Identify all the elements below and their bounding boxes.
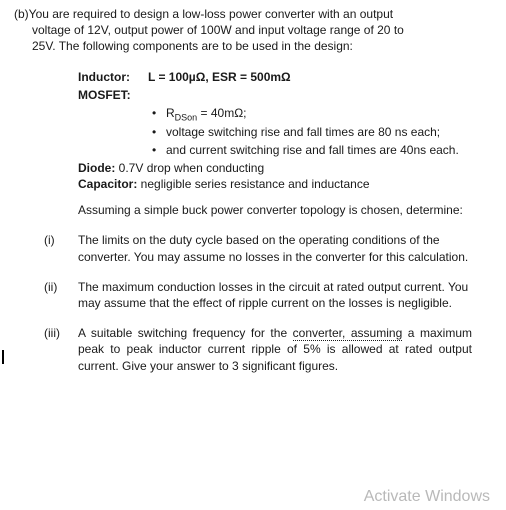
question-i: (i) The limits on the duty cycle based o… (44, 232, 472, 264)
question-text: The limits on the duty cycle based on th… (78, 232, 472, 264)
bullet-text: and current switching rise and fall time… (166, 142, 484, 158)
inductor-row: Inductor: L = 100µΩ, ESR = 500mΩ (78, 69, 484, 85)
intro-line-1: (b)You are required to design a low-loss… (14, 6, 492, 22)
mosfet-row: MOSFET: (78, 87, 484, 103)
mosfet-label: MOSFET: (78, 87, 148, 103)
intro-paragraph: (b)You are required to design a low-loss… (14, 6, 492, 55)
capacitor-row: Capacitor: negligible series resistance … (78, 176, 484, 192)
bullet-text: voltage switching rise and fall times ar… (166, 124, 484, 140)
mosfet-bullets: • RDSon = 40mΩ; • voltage switching rise… (148, 105, 484, 158)
inductor-value: L = 100µΩ, ESR = 500mΩ (148, 69, 484, 85)
diode-label: Diode: (78, 161, 115, 175)
mosfet-value (148, 87, 484, 103)
question-number: (ii) (44, 279, 78, 311)
windows-activation-watermark: Activate Windows (364, 488, 490, 506)
bullet-text: RDSon = 40mΩ; (166, 105, 484, 124)
text-cursor (2, 350, 4, 364)
diode-row: Diode: 0.7V drop when conducting (78, 160, 484, 176)
q3-underlined: converter, assuming (293, 326, 403, 341)
intro-line-3: 25V. The following components are to be … (14, 38, 492, 54)
inductor-label: Inductor: (78, 69, 148, 85)
assumption-paragraph: Assuming a simple buck power converter t… (78, 202, 492, 218)
question-number: (iii) (44, 325, 78, 374)
capacitor-label: Capacitor: (78, 177, 137, 191)
component-specs: Inductor: L = 100µΩ, ESR = 500mΩ MOSFET:… (78, 69, 492, 193)
bullet-dot-icon: • (148, 124, 166, 140)
bullet-item: • RDSon = 40mΩ; (148, 105, 484, 124)
question-iii: (iii) A suitable switching frequency for… (44, 325, 472, 374)
question-text: A suitable switching frequency for the c… (78, 325, 472, 374)
bullet-item: • and current switching rise and fall ti… (148, 142, 484, 158)
question-ii: (ii) The maximum conduction losses in th… (44, 279, 472, 311)
bullet-dot-icon: • (148, 105, 166, 124)
question-number: (i) (44, 232, 78, 264)
question-text: The maximum conduction losses in the cir… (78, 279, 472, 311)
q3-pre: A suitable switching frequency for the (78, 326, 293, 340)
bullet-dot-icon: • (148, 142, 166, 158)
capacitor-value: negligible series resistance and inducta… (137, 177, 369, 191)
diode-value: 0.7V drop when conducting (115, 161, 264, 175)
intro-line-2: voltage of 12V, output power of 100W and… (14, 22, 492, 38)
document-page: (b)You are required to design a low-loss… (0, 0, 506, 374)
bullet-item: • voltage switching rise and fall times … (148, 124, 484, 140)
